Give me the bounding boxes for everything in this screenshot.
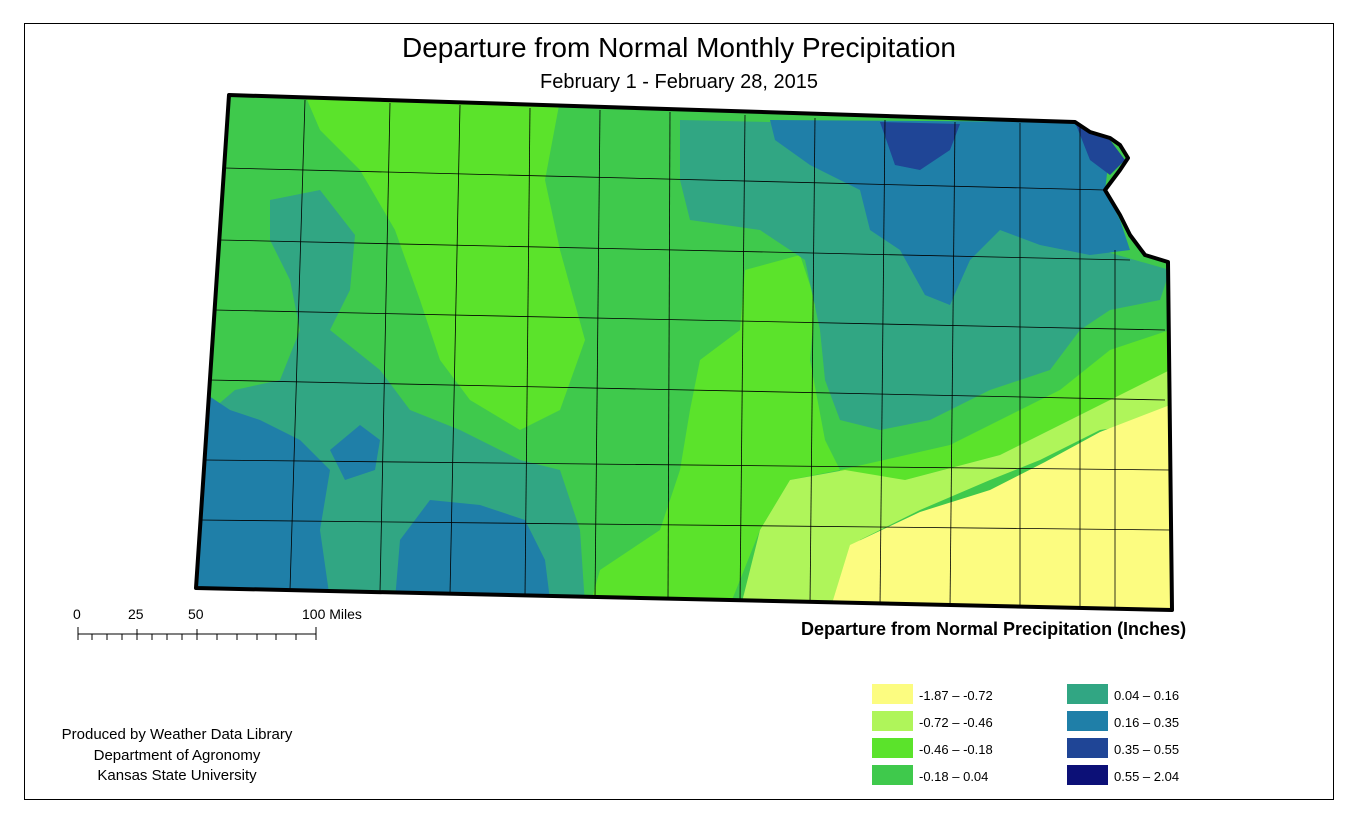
zone-016-035-southwest (196, 390, 330, 600)
legend-label-2: -0.72 – -0.46 (919, 715, 993, 730)
county-boundaries (199, 99, 1171, 610)
legend-label-4: -0.18 – 0.04 (919, 769, 989, 784)
legend-swatch-2 (872, 711, 913, 731)
credit-line-2: Department of Agronomy (93, 747, 261, 764)
legend-swatch-7 (1067, 738, 1108, 758)
legend-title: Departure from Normal Precipitation (Inc… (801, 619, 1187, 639)
legend-label-7: 0.35 – 0.55 (1114, 742, 1180, 757)
legend-swatch-4 (872, 765, 913, 785)
zone-minus187-minus072 (830, 405, 1172, 610)
precipitation-zones (196, 95, 1172, 610)
zone-016-035-northeast (770, 120, 1130, 305)
kansas-state-outline (194, 93, 1174, 612)
zone-035-055-northeast (1075, 122, 1125, 175)
zone-minus046-minus018-east (590, 255, 840, 605)
legend-label-1: -1.87 – -0.72 (919, 688, 993, 703)
zone-minus046-minus018-se (840, 330, 1170, 490)
legend-label-8: 0.55 – 2.04 (1114, 769, 1180, 784)
zone-minus072-minus046 (740, 370, 1170, 610)
scale-label-25: 25 (128, 606, 144, 622)
scale-label-100: 100 Miles (302, 606, 362, 622)
legend-swatch-3 (872, 738, 913, 758)
legend-label-5: 0.04 – 0.16 (1114, 688, 1180, 703)
map-subtitle: February 1 - February 28, 2015 (540, 71, 818, 93)
legend-label-3: -0.46 – -0.18 (919, 742, 993, 757)
credit-line-1: Produced by Weather Data Library (61, 726, 293, 743)
zone-minus046-minus018-west (305, 95, 585, 430)
legend-swatch-6 (1067, 711, 1108, 731)
map-frame (24, 23, 1334, 800)
scale-bar (77, 627, 317, 640)
zone-016-035-south (395, 500, 550, 600)
credit-line-3: Kansas State University (97, 767, 257, 784)
zone-035-055-north (880, 122, 960, 170)
zone-016-035-spot (330, 425, 380, 480)
legend-swatch-1 (872, 684, 913, 704)
scale-label-0: 0 (73, 606, 81, 622)
map-title: Departure from Normal Monthly Precipitat… (402, 32, 956, 63)
legend-swatch-8 (1067, 765, 1108, 785)
legend-swatch-5 (1067, 684, 1108, 704)
legend-label-6: 0.16 – 0.35 (1114, 715, 1180, 730)
scale-label-50: 50 (188, 606, 204, 622)
